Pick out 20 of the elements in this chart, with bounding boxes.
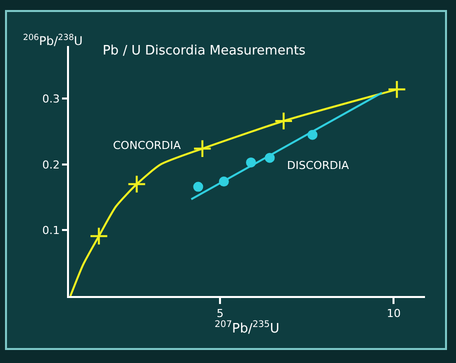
y-tick-label: 0.3 xyxy=(42,92,60,106)
point xyxy=(274,112,294,130)
point xyxy=(387,80,406,99)
point xyxy=(89,226,108,246)
y-tick-label: 0.1 xyxy=(42,224,60,238)
y-axis-title: $^{206}$Pb/$^{238}$U xyxy=(23,32,83,48)
x-tick-label: 10 xyxy=(386,307,401,320)
x-axis-title: $^{207}$Pb/$^{235}$U xyxy=(214,320,280,337)
series-label: CONCORDIA xyxy=(113,139,182,152)
y-tick-label: 0.2 xyxy=(42,158,60,172)
point xyxy=(246,157,256,168)
point xyxy=(264,152,275,163)
point xyxy=(218,176,229,187)
point xyxy=(193,182,204,192)
point xyxy=(127,174,146,194)
series-label: DISCORDIA xyxy=(287,159,350,172)
point xyxy=(192,139,212,158)
point xyxy=(307,130,318,140)
x-tick-label: 5 xyxy=(216,307,224,320)
chart-title: Pb / U Discordia Measurements xyxy=(102,44,306,59)
